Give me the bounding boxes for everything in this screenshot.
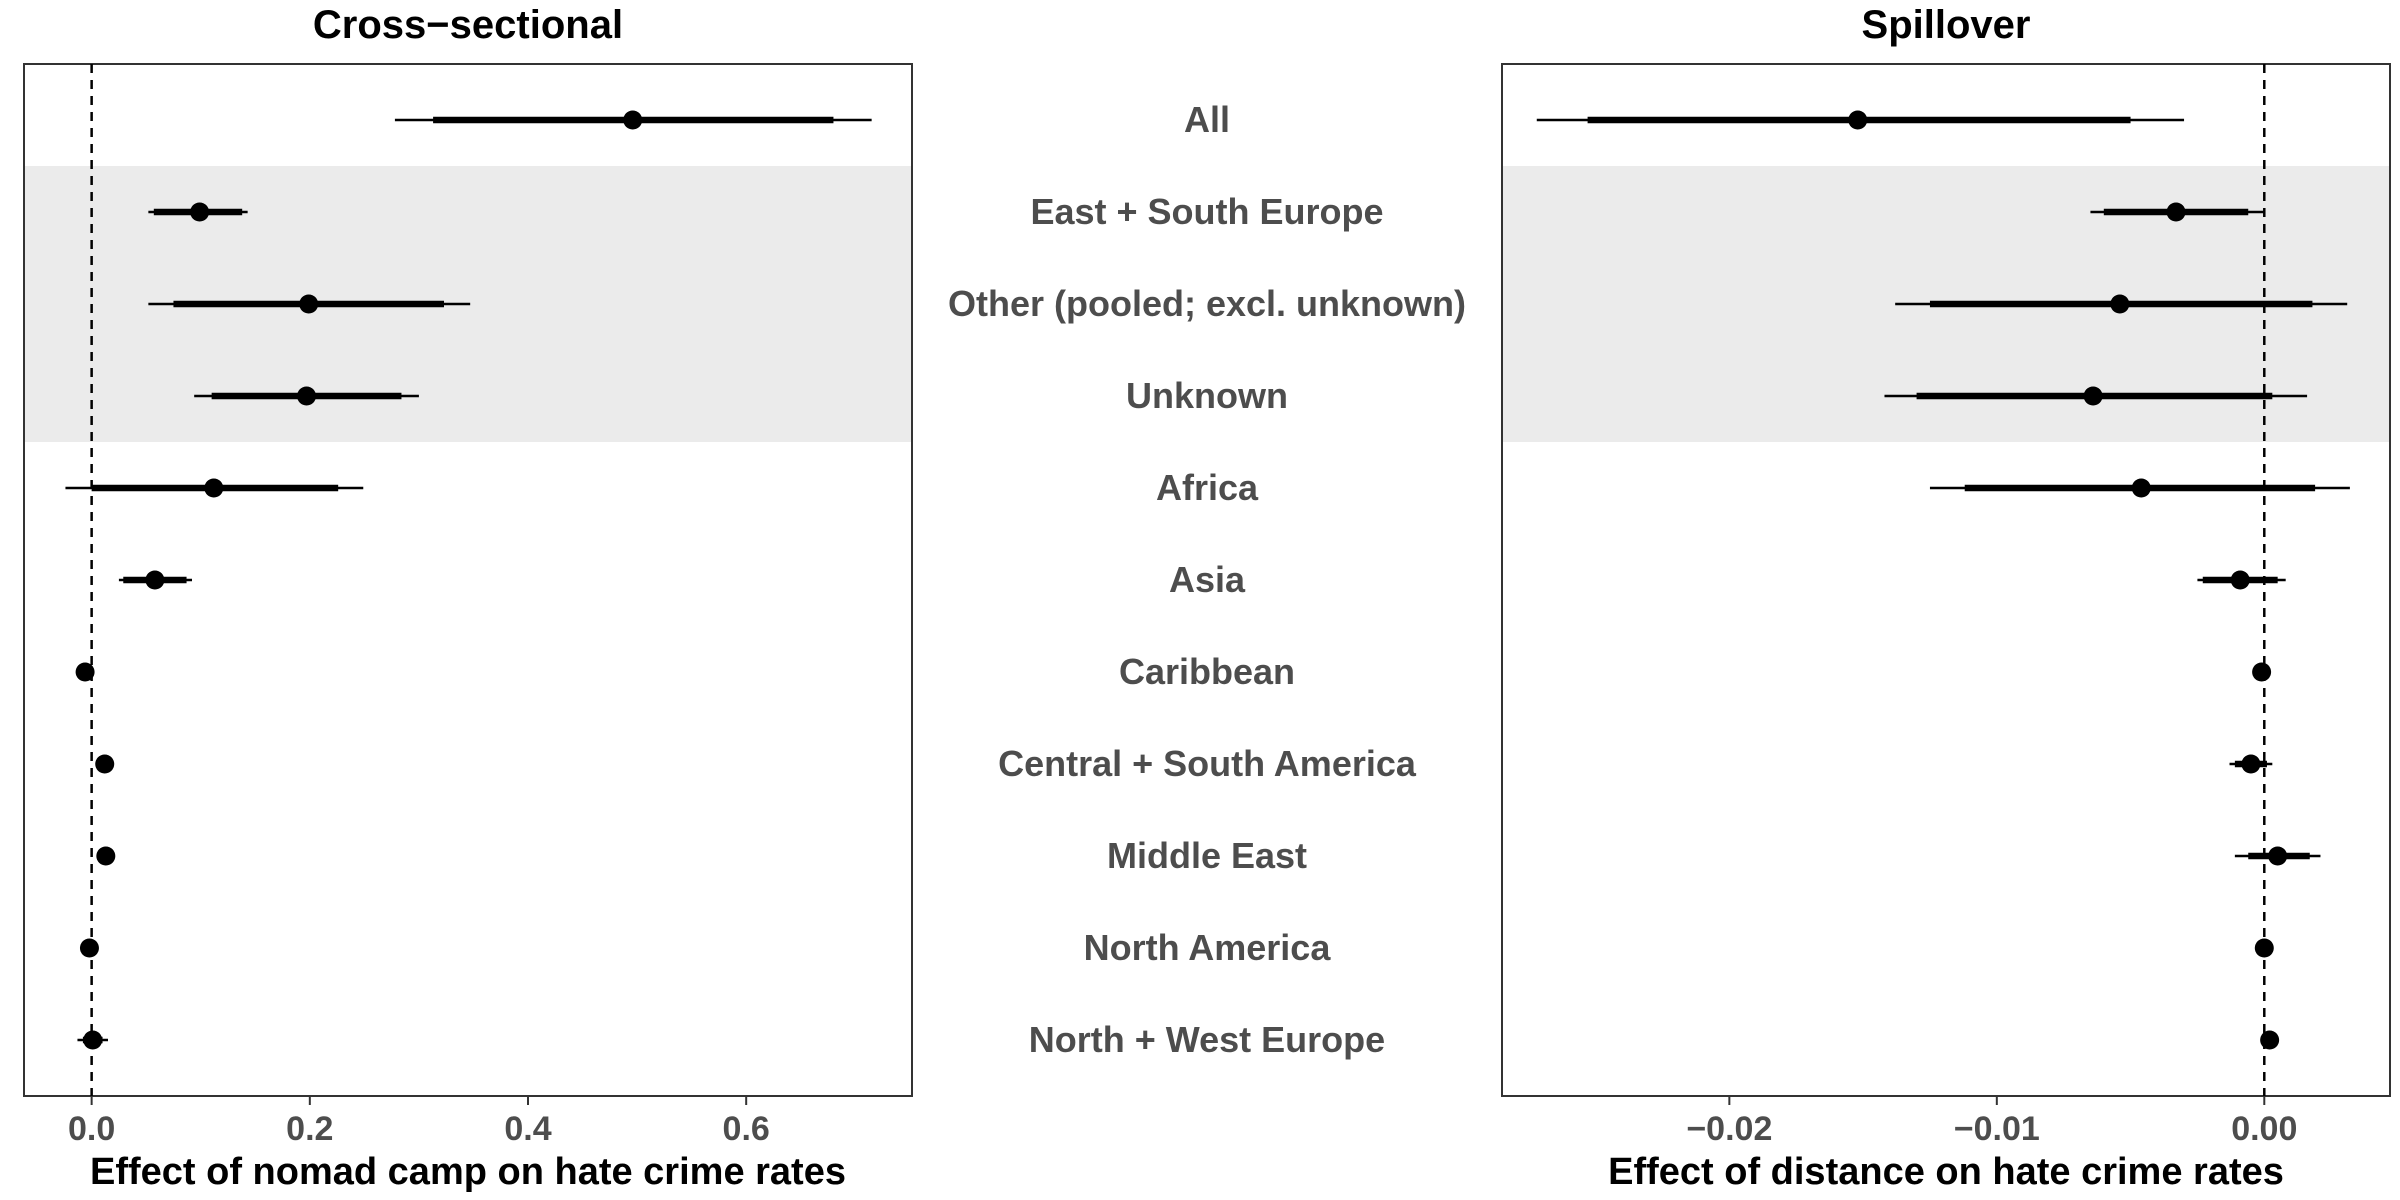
category-label-other-pooled-excl-unknown: Other (pooled; excl. unknown) xyxy=(948,283,1466,324)
category-label-asia: Asia xyxy=(1169,559,1246,600)
category-label-africa: Africa xyxy=(1156,467,1259,508)
category-labels: All East + South Europe Other (pooled; exc… xyxy=(948,99,1466,1060)
point-estimate-left-asia xyxy=(145,570,165,590)
x-tick-label-right-2: 0.00 xyxy=(2231,1110,2297,1148)
x-tick-label-left-0: 0.0 xyxy=(68,1110,115,1148)
point-estimate-right-africa xyxy=(2131,478,2151,498)
point-estimate-right-central-south-america xyxy=(2241,754,2261,774)
point-estimate-left-north-america xyxy=(79,938,99,958)
panel-frame-right xyxy=(1501,63,2391,1097)
point-estimate-left-other-pooled-excl-unknown xyxy=(299,294,319,314)
panel-frame-left xyxy=(23,63,913,1097)
point-estimate-right-all xyxy=(1848,110,1868,130)
category-label-unknown: Unknown xyxy=(1126,375,1288,416)
point-estimate-left-middle-east xyxy=(96,846,116,866)
panel-spillover: −0.02 −0.01 0.00 Spillover Effect of dista… xyxy=(1501,3,2391,1193)
panel-title-right: Spillover xyxy=(1862,3,2031,47)
point-estimate-left-east-south-europe xyxy=(190,202,210,222)
x-axis-label-left: Effect of nomad camp on hate crime rates xyxy=(90,1151,846,1193)
x-tick-label-right-0: −0.02 xyxy=(1686,1110,1772,1148)
point-estimate-left-africa xyxy=(204,478,224,498)
x-tick-label-left-3: 0.6 xyxy=(723,1110,770,1148)
point-estimate-right-east-south-europe xyxy=(2166,202,2186,222)
category-label-middle-east: Middle East xyxy=(1107,835,1307,876)
x-axis-label-right: Effect of distance on hate crime rates xyxy=(1608,1151,2284,1193)
category-label-all: All xyxy=(1184,99,1230,140)
point-estimate-right-asia xyxy=(2230,570,2250,590)
point-estimate-left-central-south-america xyxy=(95,754,115,774)
x-tick-label-right-1: −0.01 xyxy=(1954,1110,2040,1148)
panel-cross-sectional: 0.0 0.2 0.4 0.6 Cross−sectional Effect of n… xyxy=(23,3,913,1193)
point-estimate-right-unknown xyxy=(2083,386,2103,406)
category-label-east-south-europe: East + South Europe xyxy=(1030,191,1383,232)
point-estimate-left-unknown xyxy=(297,386,317,406)
point-estimate-right-caribbean xyxy=(2252,662,2272,682)
x-tick-label-left-2: 0.4 xyxy=(504,1110,551,1148)
category-label-north-america: North America xyxy=(1084,927,1332,968)
panel-title-left: Cross−sectional xyxy=(313,3,623,47)
point-estimate-right-north-west-europe xyxy=(2260,1030,2280,1050)
category-label-north-west-europe: North + West Europe xyxy=(1029,1019,1385,1060)
point-estimate-right-middle-east xyxy=(2268,846,2288,866)
point-estimate-right-other-pooled-excl-unknown xyxy=(2110,294,2130,314)
point-estimate-left-all xyxy=(623,110,643,130)
category-label-caribbean: Caribbean xyxy=(1119,651,1295,692)
point-estimate-right-north-america xyxy=(2254,938,2274,958)
x-tick-label-left-1: 0.2 xyxy=(286,1110,333,1148)
point-estimate-left-caribbean xyxy=(75,662,95,682)
category-label-central-south-america: Central + South America xyxy=(998,743,1417,784)
point-estimate-left-north-west-europe xyxy=(83,1030,103,1050)
